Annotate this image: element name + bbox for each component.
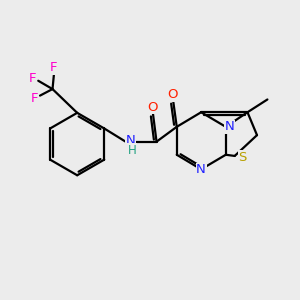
Text: F: F — [50, 61, 58, 74]
Text: O: O — [147, 101, 158, 114]
Text: F: F — [28, 72, 36, 85]
Text: N: N — [224, 120, 234, 133]
Text: H: H — [128, 143, 136, 157]
Text: F: F — [30, 92, 38, 105]
Text: O: O — [167, 88, 178, 101]
Text: S: S — [238, 151, 247, 164]
Text: N: N — [196, 164, 206, 176]
Text: N: N — [126, 134, 136, 147]
